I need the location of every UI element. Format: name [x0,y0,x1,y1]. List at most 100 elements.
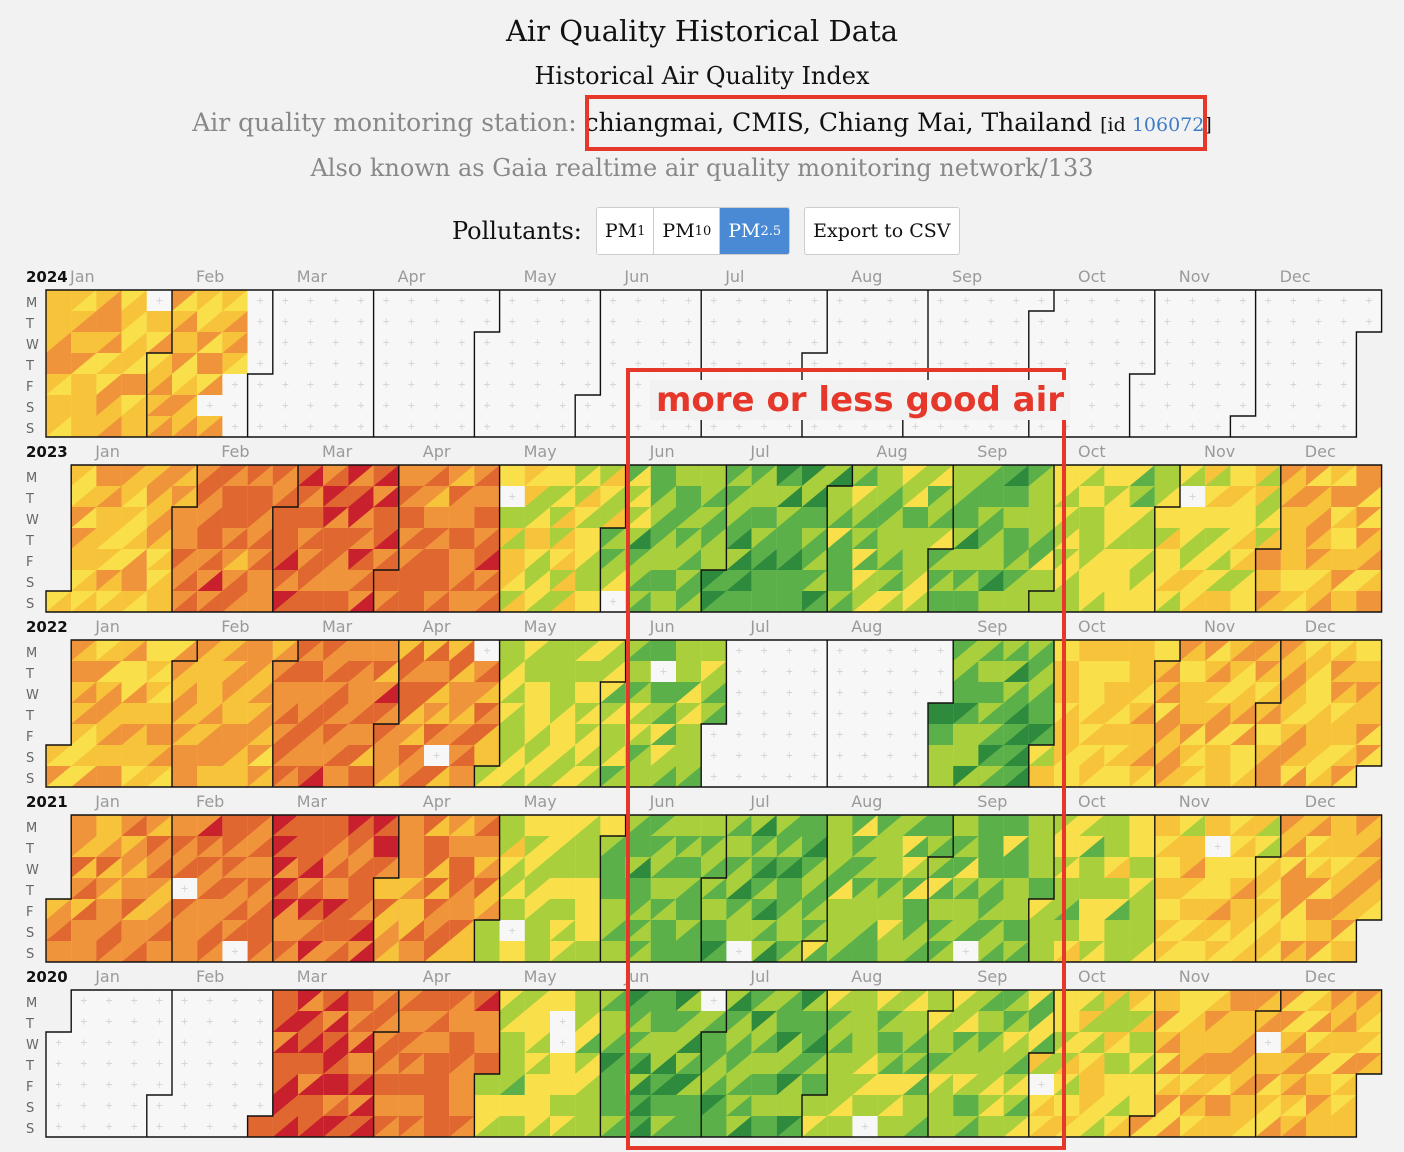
day-cell-half [625,661,651,682]
day-cell-tick [761,647,768,654]
day-cell-half [928,528,954,549]
station-id: [id 106072] [1100,114,1212,136]
day-cell-half [1205,570,1231,591]
day-cell-half [424,591,450,612]
day-cell-half [146,640,172,661]
day-cell-tick [1189,318,1196,325]
day-cell-half [121,570,147,591]
day-cell-tick [988,297,994,304]
page-subtitle: Historical Air Quality Index [534,62,870,90]
day-cell-half [197,465,223,486]
day-cell-half [575,591,601,612]
day-cell-half [827,549,853,570]
day-cell-half [776,570,802,591]
month-boundary [246,290,274,437]
day-cell-half [146,549,172,570]
day-cell-half [424,724,450,745]
day-cell-half [499,570,525,591]
pm25-button[interactable]: PM 2.5 [720,208,790,254]
day-cell-tick [811,318,818,325]
day-cell-tick [1088,381,1095,388]
day-cell-half [650,724,676,745]
month-label: Jan [94,792,120,811]
weekday-label: M [26,646,37,661]
day-cell-tick [862,689,868,696]
day-cell-half [449,507,475,528]
day-cell-tick [433,381,440,388]
month-label: Feb [221,617,249,636]
pollutants-label: Pollutants: [452,217,582,245]
day-cell-tick [937,423,944,430]
day-cell-half [1154,486,1180,507]
day-cell-half [146,465,172,486]
day-cell-tick [433,339,440,346]
day-cell-tick [307,297,314,304]
day-cell-half [298,486,324,507]
day-cell-half [877,507,903,528]
day-cell-half [902,591,928,612]
day-cell-half [600,528,626,549]
day-cell-half [71,311,97,332]
day-cell-half [71,661,97,682]
day-cell-tick [1013,297,1020,304]
day-cell-half [298,766,324,787]
day-cell-half [197,591,223,612]
day-cell-half [978,528,1004,549]
day-cell-half [474,549,500,570]
day-cell-tick [358,402,364,409]
day-cell-tick [610,598,616,605]
day-cell-tick [635,297,642,304]
day-cell-half [676,724,702,745]
day-cell-half [650,766,676,787]
pm10-button[interactable]: PM 10 [654,208,721,254]
day-cell-half [46,416,72,437]
month-boundary [700,465,728,612]
day-cell-half [978,507,1004,528]
export-csv-button[interactable]: Export to CSV [804,207,960,255]
day-cell-half [398,570,424,591]
day-cell-tick [710,773,717,780]
day-cell-half [1054,528,1080,549]
day-cell-half [701,528,727,549]
weekday-label: F [26,905,33,920]
day-cell-half [272,703,298,724]
day-cell-half [323,682,349,703]
day-cell-half [247,661,273,682]
day-cell-tick [458,318,465,325]
day-cell-tick [862,318,868,325]
day-cell-half [928,570,954,591]
day-cell-half [121,290,147,311]
pm1-button[interactable]: PM 1 [596,208,655,254]
day-cell-tick [332,318,339,325]
day-cell-half [1104,465,1130,486]
day-cell-tick [534,381,541,388]
month-label: Mar [322,442,353,461]
day-cell-half [625,745,651,766]
day-cell-half [197,724,223,745]
day-cell-half [398,528,424,549]
station-id-link[interactable]: 106072 [1131,114,1205,136]
day-cell-tick [282,297,289,304]
month-label: Apr [423,792,451,811]
day-cell-half [197,640,223,661]
day-cell-half [323,528,349,549]
day-cell-half [827,486,853,507]
day-cell-half [247,724,273,745]
weekday-label: T [25,842,34,857]
day-cell-half [222,311,248,332]
day-cell-half [650,745,676,766]
day-cell-half [474,682,500,703]
day-cell-tick [887,423,894,430]
day-cell-half [1306,465,1332,486]
day-cell-half [96,353,122,374]
day-cell-half [953,528,979,549]
day-cell-tick [761,689,768,696]
day-cell-half [146,374,172,395]
day-cell-half [676,486,702,507]
day-cell-half [96,570,122,591]
day-cell-half [827,570,853,591]
month-label: Jul [749,442,769,461]
day-cell-half [96,395,122,416]
day-cell-tick [937,339,944,346]
day-cell-half [197,661,223,682]
